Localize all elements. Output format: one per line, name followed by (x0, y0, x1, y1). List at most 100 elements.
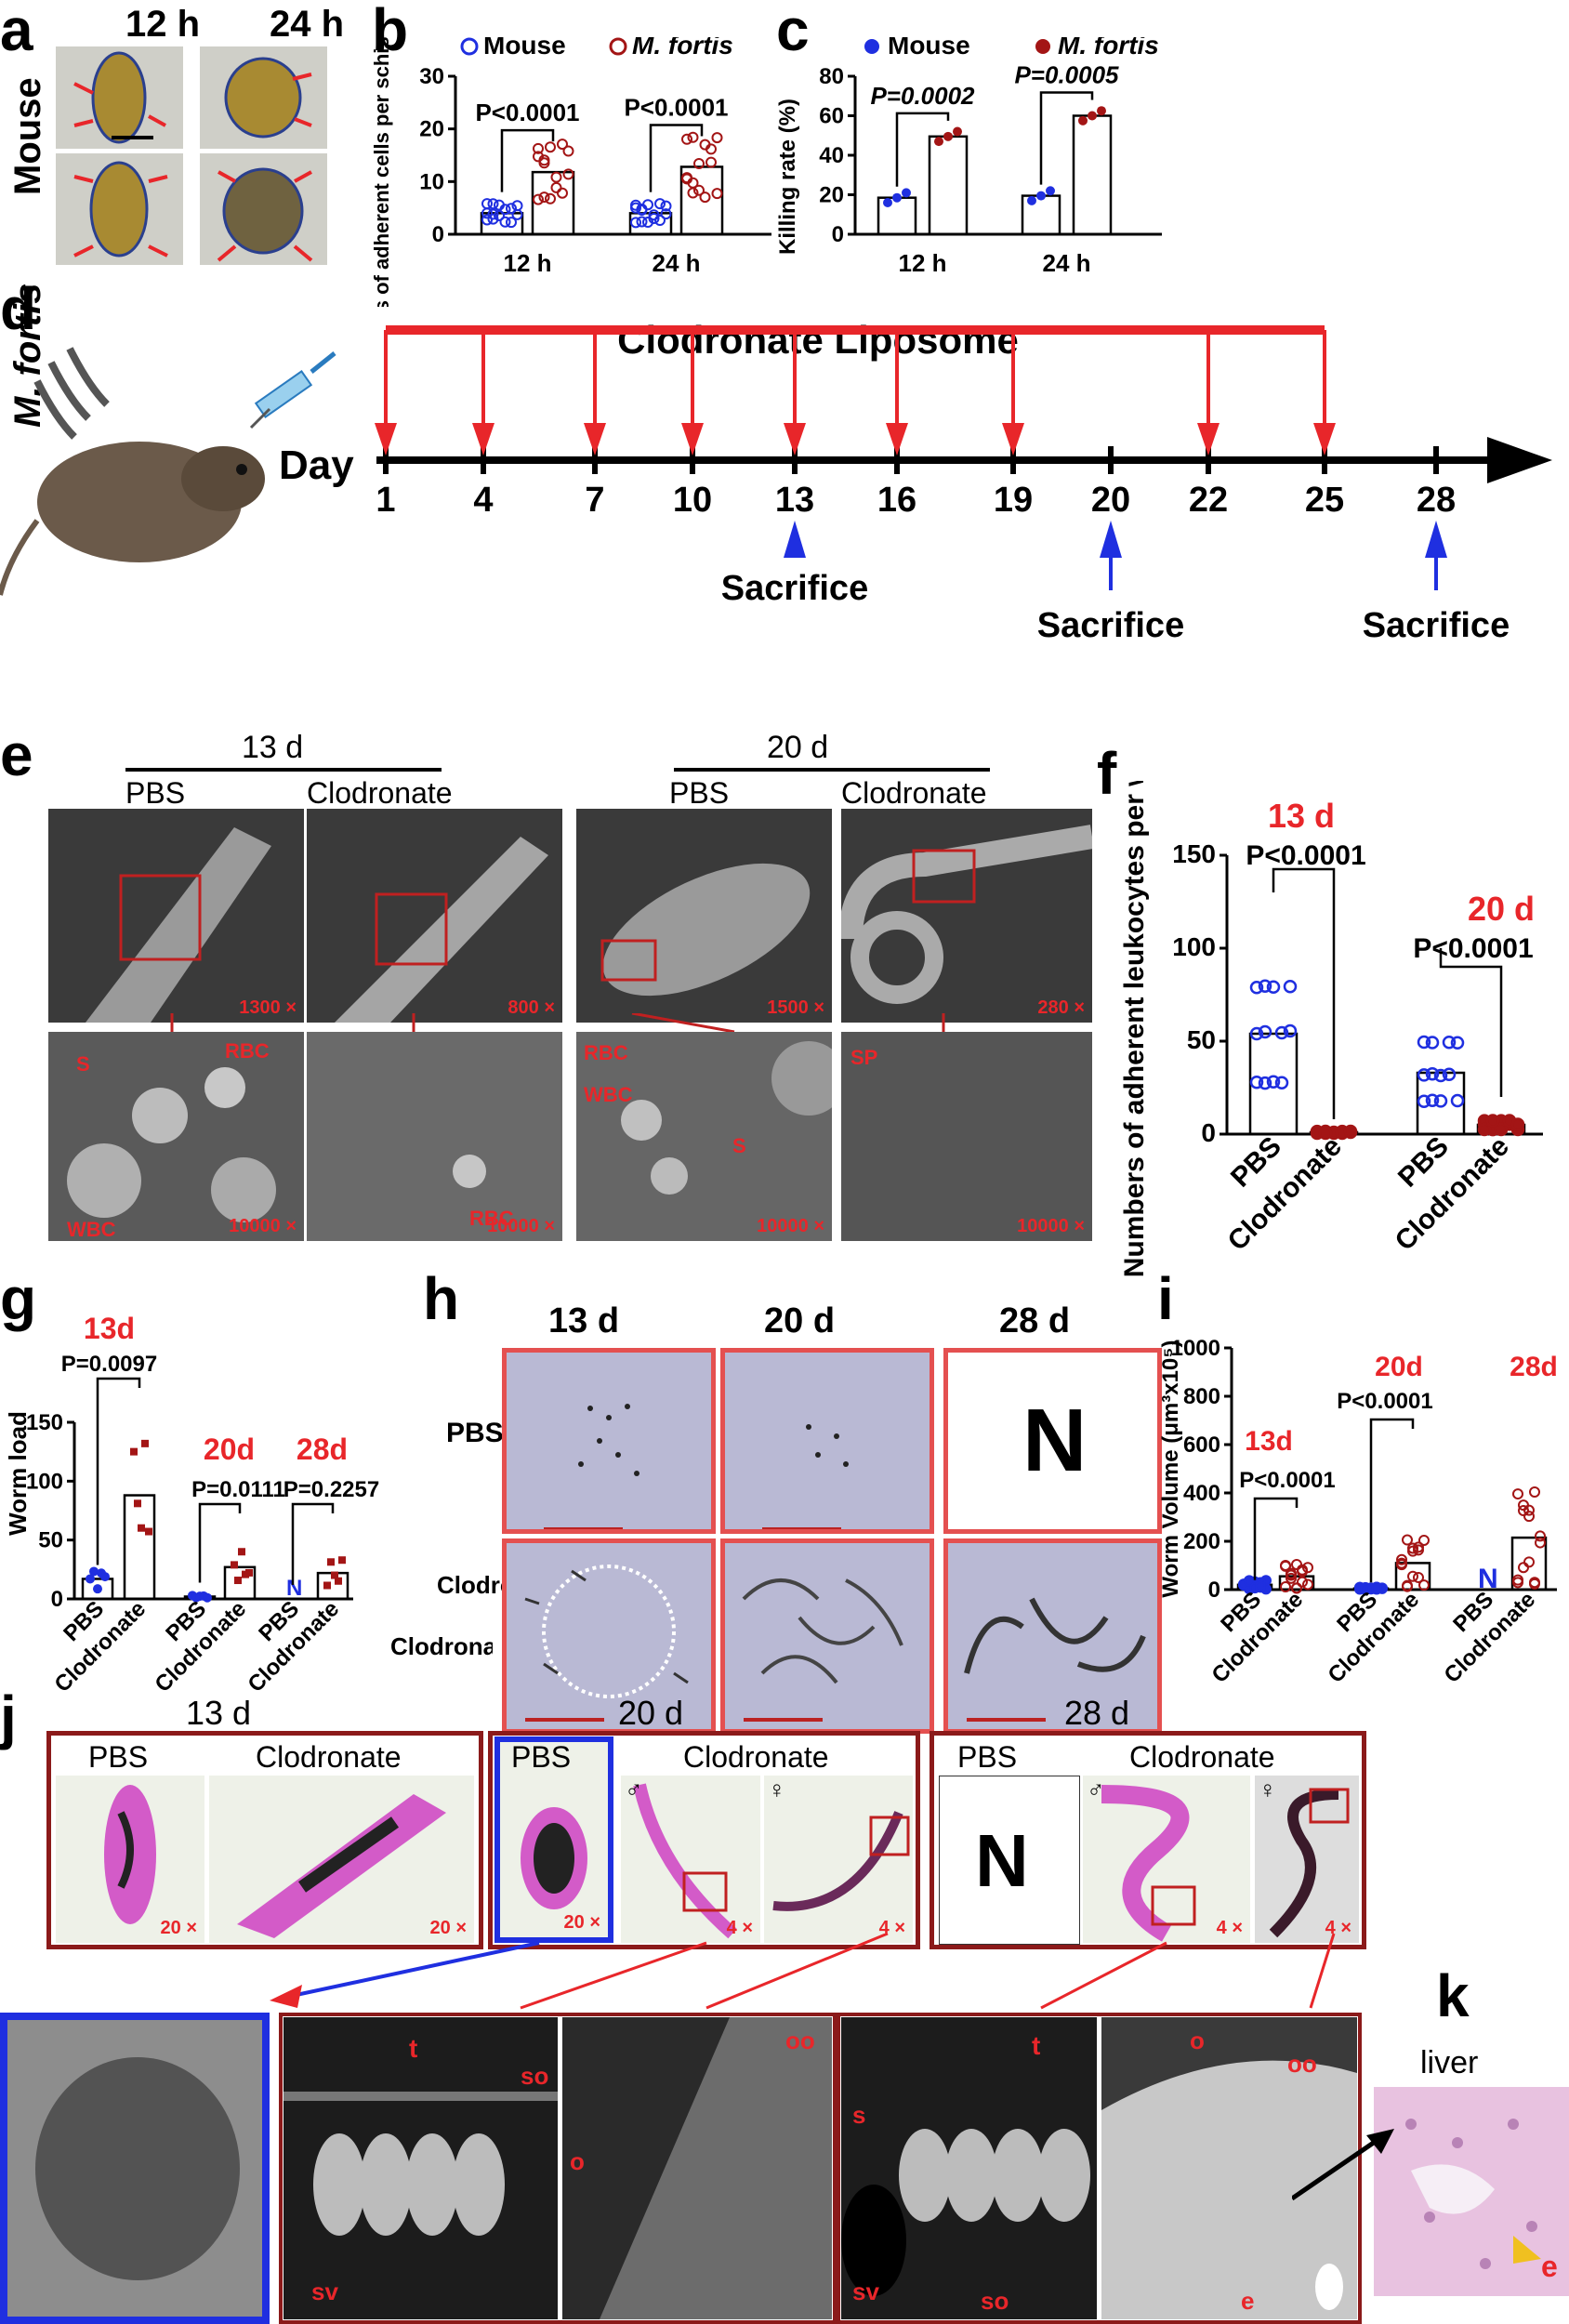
data-point (234, 1577, 242, 1585)
timeline-title: Clodronate Liposome (617, 318, 1019, 362)
e-group-20d: 20 d (767, 730, 829, 765)
worms-13d-clod (502, 1538, 716, 1734)
y-tick-label: 1000 (1171, 1336, 1220, 1361)
anno-e: e (1541, 2250, 1558, 2283)
data-point (1396, 1557, 1407, 1569)
legend-marker-fortis (609, 37, 627, 56)
data-point (550, 171, 562, 183)
e-clod-20: Clodronate (841, 776, 987, 810)
none-mark: N (1478, 1564, 1498, 1594)
j-box-confocal-28d (837, 2013, 1362, 2324)
j-group-13d: 13 d (186, 1694, 252, 1732)
sem-20d-pbs-zoom: RBC WBC S 10000 × (576, 1032, 832, 1241)
anno-o: o (1190, 2027, 1205, 2054)
injection-arrow-icon (784, 423, 806, 456)
mag-label: 20 × (160, 1918, 197, 1938)
data-point (1494, 1122, 1509, 1137)
group-label: 13d (84, 1312, 135, 1345)
e-bar-20d (674, 768, 990, 772)
panel-label-b: b (372, 0, 409, 63)
panel-label-g: g (0, 1265, 37, 1332)
data-point (1518, 1499, 1529, 1512)
data-point (506, 203, 517, 215)
anno-wbc: WBC (584, 1083, 633, 1106)
mag-label: 10000 × (487, 1216, 555, 1236)
data-point (943, 131, 953, 141)
y-tick-label: 50 (38, 1528, 63, 1553)
k-title: liver (1420, 2045, 1479, 2080)
data-point (1407, 1570, 1418, 1582)
sig-bracket (1253, 1497, 1299, 1580)
confocal-20d-male: t so sv (283, 2017, 558, 2319)
data-point (100, 1572, 110, 1582)
p-value: P=0.0002 (870, 82, 975, 110)
injection-arrow-icon (472, 423, 494, 456)
data-point (203, 1592, 212, 1603)
k-arrow-icon (1292, 2129, 1394, 2201)
y-tick-label: 100 (26, 1469, 63, 1494)
data-point (1318, 1126, 1333, 1141)
data-point (1258, 1076, 1272, 1090)
anno-s: s (852, 2101, 866, 2129)
y-tick-label: 600 (1183, 1433, 1220, 1458)
anno-sv: sv (311, 2278, 338, 2305)
chart-i-ylabel: Worm Volume (μm³x10⁵) (1158, 1340, 1183, 1597)
group-label-13d: 13 d (1268, 797, 1335, 835)
y-tick-label: 20 (819, 183, 844, 208)
day-label: 19 (994, 481, 1033, 520)
j-pbs-13: PBS (88, 1740, 149, 1774)
day-label: 10 (673, 481, 712, 520)
stain-28d-pbs: N (939, 1776, 1080, 1945)
data-point (86, 1574, 95, 1584)
mag-label: 1500 × (767, 997, 824, 1018)
sig-bracket (649, 124, 704, 192)
anno-so: so (981, 2287, 1009, 2315)
stain-28d-male: ♂ 4 × (1083, 1776, 1250, 1943)
data-point (1529, 1486, 1540, 1499)
data-point (1485, 1114, 1500, 1128)
panel-label-a: a (0, 0, 33, 63)
data-point (1407, 1542, 1418, 1554)
data-point (1244, 1575, 1255, 1587)
day-label: Day (279, 442, 354, 488)
day-label: 13 (775, 481, 814, 520)
j-clod-28: Clodronate (1129, 1740, 1275, 1774)
e-zoom-arrows (170, 1013, 945, 1034)
data-point (1078, 115, 1088, 125)
bar (1248, 1032, 1299, 1136)
x-tick-label: Clodronate (1390, 1131, 1515, 1257)
data-point (1477, 1122, 1492, 1137)
sig-bracket (1272, 867, 1336, 1119)
sacrifice-label: Sacrifice (1363, 606, 1510, 645)
y-tick-label: 0 (432, 222, 444, 247)
sem-13d-pbs: 1300 × (48, 809, 304, 1023)
y-tick-label: 0 (832, 222, 844, 247)
anno-o: o (570, 2147, 585, 2175)
data-point (1274, 1025, 1289, 1040)
data-point (1249, 1026, 1264, 1041)
sem-13d-clod: 800 × (307, 809, 562, 1023)
data-point (481, 198, 493, 210)
x-tick-label: 24 h (1042, 249, 1090, 277)
sacrifice-label: Sacrifice (1037, 606, 1184, 645)
data-point (687, 131, 699, 143)
data-point (487, 208, 499, 220)
y-tick-label: 30 (419, 64, 444, 89)
panel-label-k: k (1436, 1962, 1470, 2029)
bar (81, 1578, 114, 1601)
stain-20d-female: ♀ 4 × (764, 1776, 913, 1943)
data-point (1425, 1036, 1440, 1050)
data-point (245, 1568, 253, 1577)
stain-20d-pbs: 20 × (494, 1736, 613, 1943)
data-point (1249, 981, 1264, 995)
data-point (545, 192, 556, 205)
day-label: 20 (1091, 481, 1130, 520)
data-point (1512, 1574, 1523, 1586)
data-point (130, 1447, 138, 1456)
data-point (499, 216, 511, 228)
data-point (1413, 1571, 1424, 1583)
liver-histology: e (1374, 2087, 1569, 2296)
micrograph-mouse-12h (56, 46, 183, 149)
sig-bracket (1439, 948, 1503, 1097)
